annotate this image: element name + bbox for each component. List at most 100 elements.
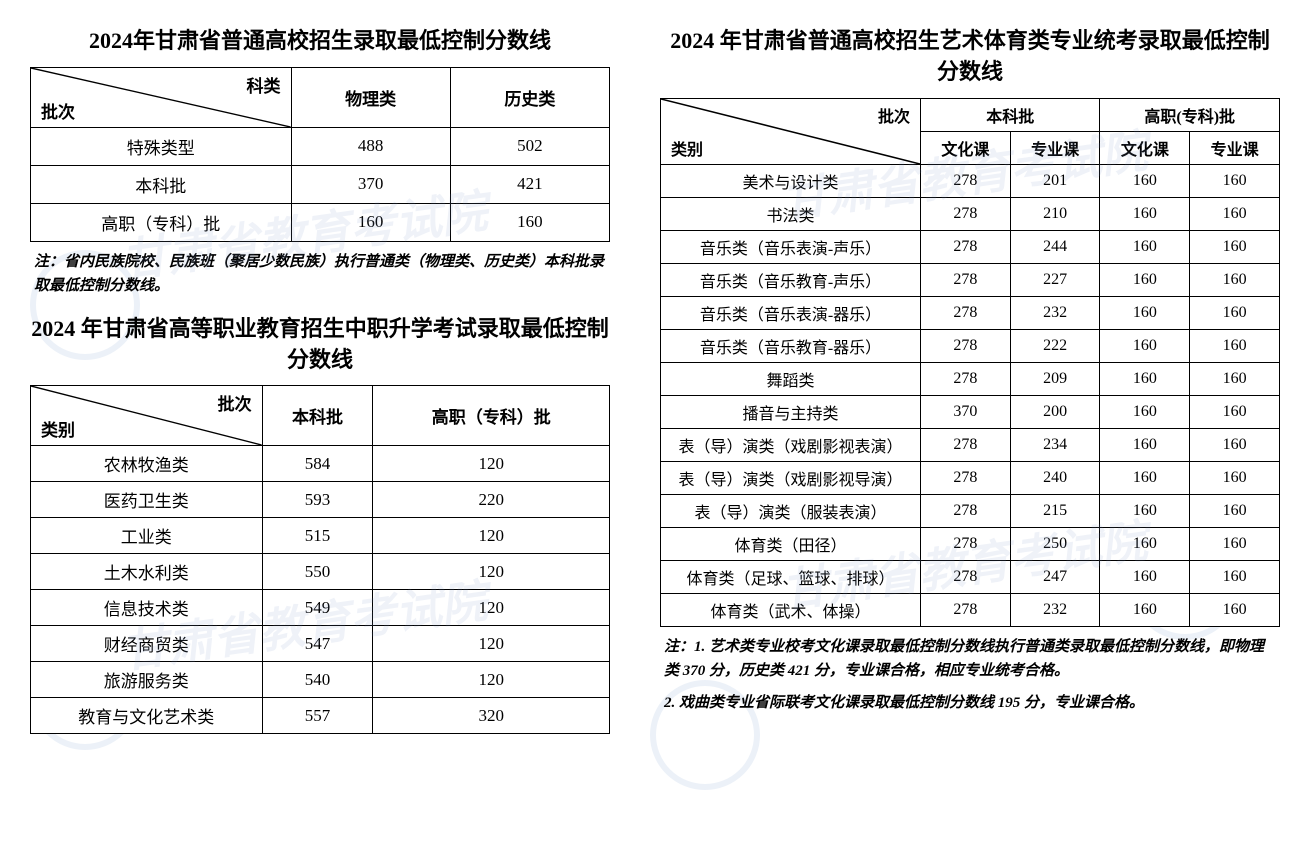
table1: 科类 批次 物理类 历史类 特殊类型488502本科批370421高职（专科）批… [30,67,610,242]
row-label: 表（导）演类（戏剧影视导演） [661,461,921,494]
cell-value: 540 [262,662,373,698]
table-row: 财经商贸类547120 [31,626,610,662]
table-row: 高职（专科）批160160 [31,203,610,241]
cell-value: 160 [291,203,450,241]
cell-value: 550 [262,554,373,590]
table3-sub-header: 专业课 [1190,131,1280,164]
cell-value: 232 [1010,296,1100,329]
cell-value: 160 [1100,296,1190,329]
cell-value: 278 [920,296,1010,329]
row-label: 教育与文化艺术类 [31,698,263,734]
table-row: 书法类278210160160 [661,197,1280,230]
cell-value: 160 [1100,197,1190,230]
table3-diag-header: 批次 类别 [661,98,921,164]
row-label: 美术与设计类 [661,164,921,197]
table3-note1: 注：1. 艺术类专业校考文化课录取最低控制分数线执行普通类录取最低控制分数线，即… [664,635,1276,683]
cell-value: 250 [1010,527,1100,560]
cell-value: 120 [373,662,610,698]
table3: 批次 类别 本科批 高职(专科)批 文化课 专业课 文化课 专业课 美术与设计类… [660,98,1280,627]
row-label: 音乐类（音乐表演-声乐） [661,230,921,263]
cell-value: 234 [1010,428,1100,461]
cell-value: 160 [1100,527,1190,560]
cell-value: 120 [373,626,610,662]
row-label: 音乐类（音乐教育-器乐） [661,329,921,362]
table1-diag-header: 科类 批次 [31,67,292,127]
row-label: 舞蹈类 [661,362,921,395]
row-label: 医药卫生类 [31,482,263,518]
cell-value: 160 [1190,527,1280,560]
cell-value: 160 [1190,428,1280,461]
row-label: 体育类（武术、体操） [661,593,921,626]
cell-value: 557 [262,698,373,734]
cell-value: 502 [450,127,609,165]
row-label: 表（导）演类（服装表演） [661,494,921,527]
cell-value: 120 [373,446,610,482]
table-row: 表（导）演类（戏剧影视导演）278240160160 [661,461,1280,494]
table-row: 信息技术类549120 [31,590,610,626]
table3-row-axis-label: 类别 [671,136,703,160]
cell-value: 549 [262,590,373,626]
table3-group-header: 高职(专科)批 [1100,98,1280,131]
table1-col-header: 物理类 [291,67,450,127]
cell-value: 222 [1010,329,1100,362]
table-row: 体育类（武术、体操）278232160160 [661,593,1280,626]
table-row: 土木水利类550120 [31,554,610,590]
cell-value: 278 [920,329,1010,362]
table-row: 音乐类（音乐表演-声乐）278244160160 [661,230,1280,263]
cell-value: 160 [1100,560,1190,593]
cell-value: 584 [262,446,373,482]
cell-value: 278 [920,362,1010,395]
cell-value: 160 [1100,461,1190,494]
cell-value: 278 [920,461,1010,494]
table2-col-axis-label: 批次 [218,390,252,415]
table3-group-header: 本科批 [920,98,1100,131]
table-row: 体育类（足球、篮球、排球）278247160160 [661,560,1280,593]
cell-value: 160 [1100,362,1190,395]
cell-value: 160 [1190,164,1280,197]
cell-value: 120 [373,590,610,626]
table-row: 表（导）演类（戏剧影视表演）278234160160 [661,428,1280,461]
cell-value: 160 [1190,395,1280,428]
table1-note: 注：省内民族院校、民族班（聚居少数民族）执行普通类（物理类、历史类）本科批录取最… [34,250,606,298]
row-label: 土木水利类 [31,554,263,590]
table-row: 美术与设计类278201160160 [661,164,1280,197]
table3-sub-header: 文化课 [920,131,1010,164]
table1-row-axis-label: 批次 [41,98,75,123]
table2-row-axis-label: 类别 [41,416,75,441]
cell-value: 160 [1190,230,1280,263]
cell-value: 160 [1100,164,1190,197]
table-row: 农林牧渔类584120 [31,446,610,482]
cell-value: 278 [920,593,1010,626]
cell-value: 201 [1010,164,1100,197]
cell-value: 160 [1100,593,1190,626]
cell-value: 160 [1190,593,1280,626]
row-label: 特殊类型 [31,127,292,165]
cell-value: 244 [1010,230,1100,263]
cell-value: 278 [920,197,1010,230]
table1-col-axis-label: 科类 [247,72,281,97]
row-label: 音乐类（音乐表演-器乐） [661,296,921,329]
cell-value: 278 [920,428,1010,461]
cell-value: 515 [262,518,373,554]
table-row: 本科批370421 [31,165,610,203]
cell-value: 215 [1010,494,1100,527]
table-row: 特殊类型488502 [31,127,610,165]
row-label: 音乐类（音乐教育-声乐） [661,263,921,296]
cell-value: 160 [1190,296,1280,329]
cell-value: 247 [1010,560,1100,593]
cell-value: 227 [1010,263,1100,296]
cell-value: 160 [1100,263,1190,296]
cell-value: 160 [1190,362,1280,395]
cell-value: 160 [1100,395,1190,428]
cell-value: 278 [920,164,1010,197]
table3-sub-header: 文化课 [1100,131,1190,164]
table-row: 旅游服务类540120 [31,662,610,698]
table-row: 音乐类（音乐表演-器乐）278232160160 [661,296,1280,329]
row-label: 财经商贸类 [31,626,263,662]
table1-col-header: 历史类 [450,67,609,127]
table2: 批次 类别 本科批 高职（专科）批 农林牧渔类584120医药卫生类593220… [30,385,610,734]
row-label: 高职（专科）批 [31,203,292,241]
cell-value: 160 [1100,230,1190,263]
cell-value: 160 [450,203,609,241]
row-label: 信息技术类 [31,590,263,626]
